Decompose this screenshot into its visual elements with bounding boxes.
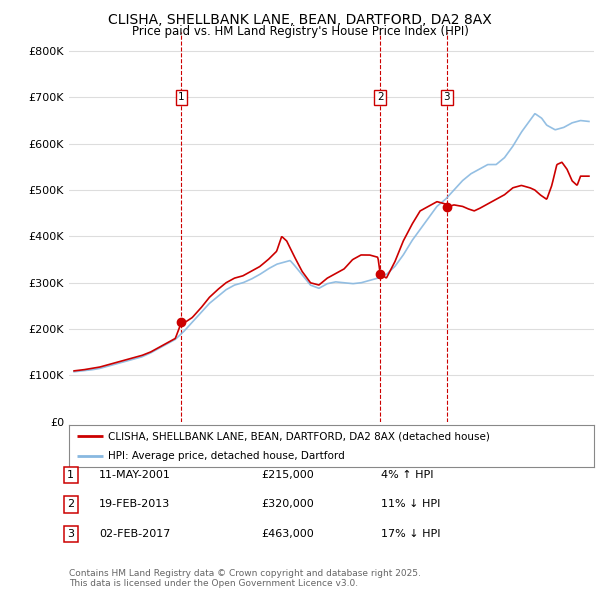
Text: £463,000: £463,000	[261, 529, 314, 539]
Text: Price paid vs. HM Land Registry's House Price Index (HPI): Price paid vs. HM Land Registry's House …	[131, 25, 469, 38]
Text: 3: 3	[443, 93, 450, 102]
Text: 1: 1	[178, 93, 185, 102]
Text: £320,000: £320,000	[261, 500, 314, 509]
Text: 1: 1	[67, 470, 74, 480]
Text: HPI: Average price, detached house, Dartford: HPI: Average price, detached house, Dart…	[109, 451, 345, 461]
Text: 4% ↑ HPI: 4% ↑ HPI	[381, 470, 433, 480]
Text: CLISHA, SHELLBANK LANE, BEAN, DARTFORD, DA2 8AX: CLISHA, SHELLBANK LANE, BEAN, DARTFORD, …	[108, 13, 492, 27]
Text: 3: 3	[67, 529, 74, 539]
Text: 11-MAY-2001: 11-MAY-2001	[99, 470, 171, 480]
Text: 17% ↓ HPI: 17% ↓ HPI	[381, 529, 440, 539]
Text: 2: 2	[67, 500, 74, 509]
Text: £215,000: £215,000	[261, 470, 314, 480]
Text: 02-FEB-2017: 02-FEB-2017	[99, 529, 170, 539]
Text: 2: 2	[377, 93, 383, 102]
Text: Contains HM Land Registry data © Crown copyright and database right 2025.
This d: Contains HM Land Registry data © Crown c…	[69, 569, 421, 588]
Text: 19-FEB-2013: 19-FEB-2013	[99, 500, 170, 509]
Text: 11% ↓ HPI: 11% ↓ HPI	[381, 500, 440, 509]
Text: CLISHA, SHELLBANK LANE, BEAN, DARTFORD, DA2 8AX (detached house): CLISHA, SHELLBANK LANE, BEAN, DARTFORD, …	[109, 431, 490, 441]
